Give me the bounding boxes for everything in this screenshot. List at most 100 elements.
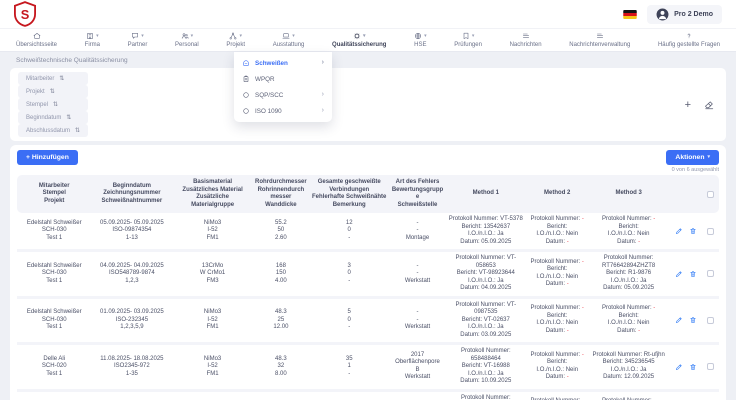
table-cell: Protokoll Nummer: 7235627922Bericht: VT-… bbox=[460, 394, 511, 400]
sort-icon: ⇅ bbox=[66, 115, 72, 121]
filter-chip-abschlussdatum[interactable]: Abschlussdatum ⇅ bbox=[18, 124, 89, 137]
actions-button-top[interactable]: Aktionen ▾ bbox=[666, 150, 719, 165]
circle-icon bbox=[243, 108, 249, 114]
nav-item-bersichtsseite[interactable]: Übersichtsseite bbox=[16, 32, 57, 49]
table-cell: Protokoll Nummer: 658488464 Bericht: VT-1… bbox=[460, 348, 512, 384]
nav-item-h-ufig-gestellte-fragen[interactable]: Häufig gestellte Fragen bbox=[658, 32, 720, 49]
edit-pencil-icon[interactable] bbox=[675, 363, 683, 371]
delete-trash-icon[interactable] bbox=[689, 270, 697, 278]
table-cell: Delle Ali SCH-020 Test 1 bbox=[41, 355, 67, 377]
delete-trash-icon[interactable] bbox=[689, 363, 697, 371]
nav-item-personal[interactable]: ▾ Personal bbox=[175, 32, 199, 49]
nav-item-qualit-tssicherung[interactable]: ▾ Qualitätssicherung bbox=[332, 32, 386, 49]
clipboard-icon bbox=[243, 75, 249, 82]
table-cell: Protokoll Nummer: -Bericht:I.O./n.I.O.: … bbox=[530, 305, 584, 334]
row-checkbox[interactable] bbox=[707, 363, 715, 371]
filter-chip-label: Abschlussdatum bbox=[26, 127, 71, 134]
nav-item-label: Häufig gestellte Fragen bbox=[657, 41, 720, 48]
table-row: Edelstahl Schweißer SCH-030 Test 1 04.09.20… bbox=[17, 252, 719, 299]
nav-item-nachrichten[interactable]: Nachrichten bbox=[510, 32, 542, 49]
nav-item-hse[interactable]: ▾ HSE bbox=[414, 32, 427, 49]
table-cell: Protokoll Nummer: -Bericht:I.O./n.I.O.: … bbox=[530, 351, 584, 381]
nav-item-label: Qualitätssicherung bbox=[332, 41, 387, 48]
table-cell: Protokoll Nummer: Rt-ufjhn Bericht: 34523… bbox=[592, 351, 665, 381]
table-cell: 05.09.2025- 05.09.2025 ISO-09874354 1-13 bbox=[100, 219, 164, 241]
helmet-icon bbox=[243, 60, 249, 66]
chevron-down-icon: ▾ bbox=[239, 32, 242, 39]
brand-logo-icon[interactable]: S bbox=[14, 1, 36, 27]
svg-text:S: S bbox=[21, 7, 30, 22]
page-title: Schweißtechnische Qualitätssicherung bbox=[16, 57, 128, 64]
row-checkbox[interactable] bbox=[707, 270, 715, 278]
circle-icon bbox=[243, 92, 249, 98]
filter-chip-stempel[interactable]: Stempel ⇅ bbox=[18, 98, 89, 111]
table-cell: - - Werkstatt bbox=[404, 262, 431, 284]
nav-item-ausstattung[interactable]: ▾ Ausstattung bbox=[273, 32, 305, 49]
chevron-down-icon: ▾ bbox=[190, 32, 194, 39]
question-icon bbox=[687, 33, 691, 39]
table-cell: Protokoll Nummer: -Bericht:I.O./n.I.O.: … bbox=[601, 216, 656, 245]
table-cell: 168 150 4.00 bbox=[275, 262, 287, 284]
nav-item-partner[interactable]: ▾ Partner bbox=[128, 32, 148, 49]
filter-chip-projekt[interactable]: Projekt ⇅ bbox=[18, 85, 89, 98]
people-icon bbox=[181, 33, 189, 39]
table-cell: Protokoll Nummer: -Bericht:I.O./n.I.O.: … bbox=[530, 258, 584, 288]
filter-chip-mitarbeiter[interactable]: Mitarbeiter ⇅ bbox=[18, 72, 89, 85]
column-header-method-1: Method 1 bbox=[472, 190, 499, 197]
row-checkbox[interactable] bbox=[707, 316, 715, 324]
dropdown-item-sqp-scc[interactable]: SQP/SCC › bbox=[234, 87, 332, 103]
add-filter-icon[interactable]: + bbox=[684, 98, 691, 111]
select-all-checkbox[interactable] bbox=[707, 190, 715, 198]
nav-item-label: Prüfungen bbox=[454, 41, 482, 48]
nav-item-label: Ausstattung bbox=[272, 41, 305, 48]
table-cell: 2017 Oberflächenpore B Werkstatt bbox=[395, 351, 440, 381]
table-cell: Edelstahl Schweißer SCH-030 Test 1 bbox=[26, 309, 82, 330]
nav-item-nachrichtenverwaltung[interactable]: Nachrichtenverwaltung bbox=[569, 32, 630, 49]
edit-pencil-icon[interactable] bbox=[675, 270, 683, 278]
delete-trash-icon[interactable] bbox=[689, 227, 697, 235]
user-menu[interactable]: Pro 2 Demo bbox=[647, 4, 722, 24]
nav-item-firma[interactable]: ▾ Firma bbox=[85, 32, 100, 49]
dropdown-item-wpqr[interactable]: WPQR bbox=[234, 71, 332, 87]
column-header-rohrdurchmesser: Rohrdurchmesser Rohrinnendurchmesser Wandd… bbox=[255, 179, 307, 208]
german-flag-icon[interactable] bbox=[623, 9, 637, 19]
table-cell: Edelstahl Schweißer SCH-030 Test 1 bbox=[26, 262, 82, 284]
selection-summary-top: 0 von 6 ausgewählt bbox=[671, 167, 719, 173]
column-header-art-des-fehlers: Art des Fehlers Bewertungsgruppe Schweißst… bbox=[391, 179, 444, 208]
table-cell: 48.3 32 8.00 bbox=[275, 355, 287, 377]
nav-item-projekt[interactable]: ▾ Projekt bbox=[226, 32, 245, 49]
table-cell: Protokoll Nummer: -Bericht:I.O./n.I.O.: … bbox=[588, 398, 669, 400]
dropdown-item-label: ISO 1090 bbox=[255, 107, 282, 115]
filter-chip-beginndatum[interactable]: Beginndatum ⇅ bbox=[18, 111, 89, 124]
clear-filters-eraser-icon[interactable] bbox=[704, 100, 714, 110]
dropdown-item-schwei-en[interactable]: Schweißen › bbox=[234, 55, 332, 71]
dropdown-item-label: SQP/SCC bbox=[255, 91, 284, 99]
chevron-right-icon: › bbox=[321, 59, 324, 66]
add-record-button[interactable]: + Hinzufügen bbox=[17, 150, 78, 165]
column-header-method-3: Method 3 bbox=[615, 190, 642, 197]
table-cell: NiMo3 I-52 FM1 bbox=[203, 355, 222, 377]
badge-icon bbox=[463, 32, 469, 39]
table-row: Edelstahl Schweißer SCH-030 Test 1 01.09.20… bbox=[17, 298, 719, 345]
edit-pencil-icon[interactable] bbox=[675, 316, 683, 324]
column-header-gesamte-geschwei-te-verbindungen: Gesamte geschweißte Verbindungen Fehlerha… bbox=[312, 179, 387, 208]
delete-trash-icon[interactable] bbox=[689, 316, 697, 324]
table-cell: - - Montage bbox=[405, 219, 430, 241]
nav-item-label: HSE bbox=[414, 41, 427, 48]
table-cell: Edelstahl Schweißer SCH-030 Test 1 bbox=[26, 219, 82, 241]
nav-item-label: Übersichtsseite bbox=[16, 41, 58, 48]
table-cell: Protokoll Nummer: VT-0987535 Bericht: VT-… bbox=[455, 301, 517, 338]
row-checkbox[interactable] bbox=[707, 227, 715, 235]
qualitaetssicherung-dropdown: Schweißen › WPQR SQP/SCC › ISO 1090 › bbox=[234, 52, 332, 122]
nav-item-pr-fungen[interactable]: ▾ Prüfungen bbox=[454, 32, 482, 49]
chevron-down-icon: ▾ bbox=[141, 32, 144, 39]
column-header-basismaterial: Basismaterial Zusätzliches Material Zusätz… bbox=[182, 179, 243, 208]
dropdown-item-iso-1090[interactable]: ISO 1090 › bbox=[234, 103, 332, 119]
edit-pencil-icon[interactable] bbox=[675, 227, 683, 235]
table-cell: - - Werkstatt bbox=[404, 309, 431, 330]
nav-item-label: Nachrichten bbox=[509, 41, 542, 48]
nav-item-label: Firma bbox=[84, 41, 101, 48]
chevron-right-icon: › bbox=[321, 107, 324, 114]
